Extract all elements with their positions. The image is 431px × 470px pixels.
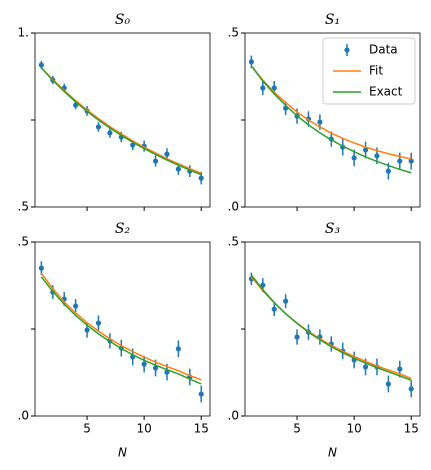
data-point: [271, 306, 277, 312]
y-tick-label: .0: [228, 409, 239, 423]
data-point: [362, 364, 369, 370]
subplot-title: S₁: [325, 12, 340, 28]
subplot: S₀ .5 1.: [18, 12, 211, 214]
data-point: [260, 85, 266, 91]
legend-box: [322, 37, 416, 105]
series-line: [40, 272, 202, 381]
x-tick-label: 5: [293, 422, 301, 436]
x-tick-label: 10: [136, 422, 151, 436]
data-point: [175, 346, 181, 352]
axes-frame: [34, 32, 211, 208]
data-point: [73, 303, 79, 309]
x-tick-label: 15: [194, 422, 209, 436]
y-tick-label: .5: [18, 200, 29, 214]
data-point: [271, 85, 277, 91]
legend-label: Data: [369, 43, 398, 57]
series-line: [250, 65, 412, 160]
data-point: [107, 130, 113, 136]
data-point: [95, 320, 102, 326]
x-tick-label: 15: [404, 422, 419, 436]
series-line: [250, 274, 412, 381]
data-point: [362, 147, 369, 153]
subplot: S₃ .0 .5 5 10 15 N: [228, 221, 421, 460]
data-point: [175, 166, 181, 172]
subplot: S₁ .0 .5 Data Fit Exact: [228, 12, 421, 214]
data-point: [84, 327, 90, 333]
legend-label: Fit: [369, 64, 383, 78]
data-point: [385, 168, 391, 174]
y-tick-label: .5: [228, 26, 239, 40]
data-point: [198, 391, 204, 397]
x-tick-label: 10: [346, 422, 361, 436]
data-point: [141, 361, 147, 367]
data-point: [164, 151, 170, 157]
data-point: [283, 298, 289, 304]
subplot-title: S₀: [115, 12, 131, 28]
series-line: [40, 67, 202, 176]
x-axis-label: N: [328, 446, 337, 460]
x-axis-label: N: [118, 446, 127, 460]
data-point: [408, 386, 414, 392]
series-line: [40, 67, 202, 174]
axes-frame: [244, 241, 421, 417]
data-point: [374, 153, 380, 159]
subplot: S₂ .0 .5 5 10 15 N: [18, 221, 211, 460]
data-point: [397, 366, 403, 372]
series-line: [250, 65, 412, 174]
subplot-title: S₂: [115, 221, 131, 237]
legend-label: Exact: [369, 85, 403, 99]
y-tick-label: .0: [18, 409, 29, 423]
data-point: [408, 158, 414, 164]
data-point: [397, 158, 403, 164]
legend: Data Fit Exact: [322, 37, 416, 105]
data-point: [198, 175, 204, 181]
data-point: [260, 282, 266, 288]
data-point: [317, 119, 323, 125]
data-point: [152, 158, 159, 164]
data-point: [248, 59, 254, 65]
series-line: [40, 276, 202, 385]
y-tick-label: .5: [18, 235, 29, 249]
data-point: [351, 155, 357, 161]
legend-swatch: [344, 47, 350, 53]
axes-frame: [244, 32, 421, 208]
y-tick-label: 1.: [18, 26, 29, 40]
x-tick-label: 5: [83, 422, 91, 436]
data-point: [152, 365, 159, 371]
data-point: [385, 381, 391, 387]
data-point: [95, 124, 102, 130]
y-tick-label: .5: [228, 235, 239, 249]
subplot-title: S₃: [325, 221, 341, 237]
series-line: [250, 276, 412, 380]
y-tick-label: .0: [228, 200, 239, 214]
data-point: [38, 62, 44, 68]
data-point: [294, 334, 300, 340]
axes-frame: [34, 241, 211, 417]
data-point: [38, 265, 44, 271]
